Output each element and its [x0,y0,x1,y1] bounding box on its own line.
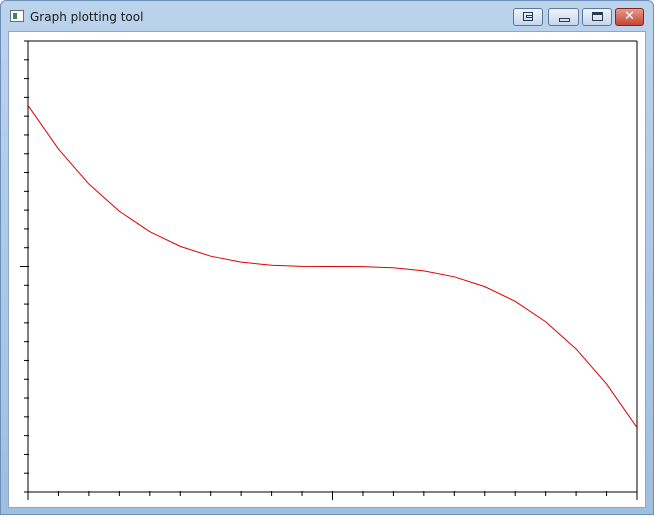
plot-area [8,31,646,508]
minimize-button[interactable] [548,8,579,26]
close-button[interactable]: ✕ [615,8,644,26]
close-icon: ✕ [624,9,635,24]
window-title: Graph plotting tool [30,10,144,24]
snap-icon-inner [526,15,533,18]
snap-icon [523,12,533,21]
app-icon[interactable] [10,10,24,22]
title-bar[interactable]: Graph plotting tool ✕ [1,1,653,31]
maximize-icon [592,12,603,21]
minimize-icon [559,18,570,22]
series [27,105,638,428]
series-line-0 [27,105,638,428]
snap-button[interactable] [513,8,543,26]
axis-ticks [20,40,638,500]
maximize-button[interactable] [582,8,612,26]
